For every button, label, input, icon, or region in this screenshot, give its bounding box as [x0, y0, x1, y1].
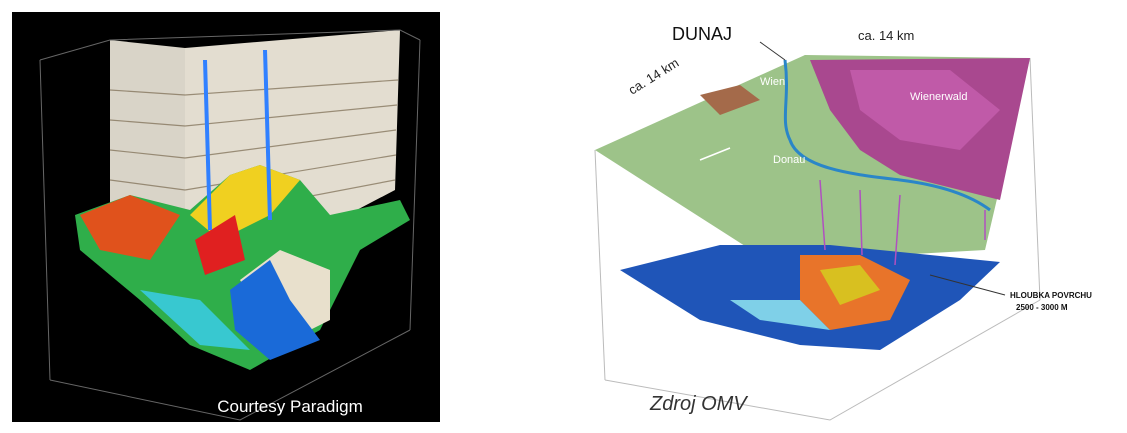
label-dunaj: DUNAJ	[672, 24, 732, 44]
label-width-top: ca. 14 km	[858, 28, 914, 43]
label-depth-title: HLOUBKA POVRCHU	[1010, 291, 1092, 300]
label-wien: Wien	[760, 76, 785, 88]
seismic-cube: Courtesy Paradigm	[12, 12, 440, 422]
caption: Zdroj OMV	[649, 393, 748, 415]
caption: Courtesy Paradigm	[217, 397, 363, 416]
label-depth-range: 2500 - 3000 M	[1016, 303, 1068, 312]
terrain-block: DUNAJ ca. 14 km ca. 14 km Wien Wienerwal…	[594, 24, 1092, 421]
label-width-side: ca. 14 km	[626, 55, 682, 98]
label-wienerwald: Wienerwald	[910, 91, 967, 103]
label-donau: Donau	[773, 154, 805, 166]
